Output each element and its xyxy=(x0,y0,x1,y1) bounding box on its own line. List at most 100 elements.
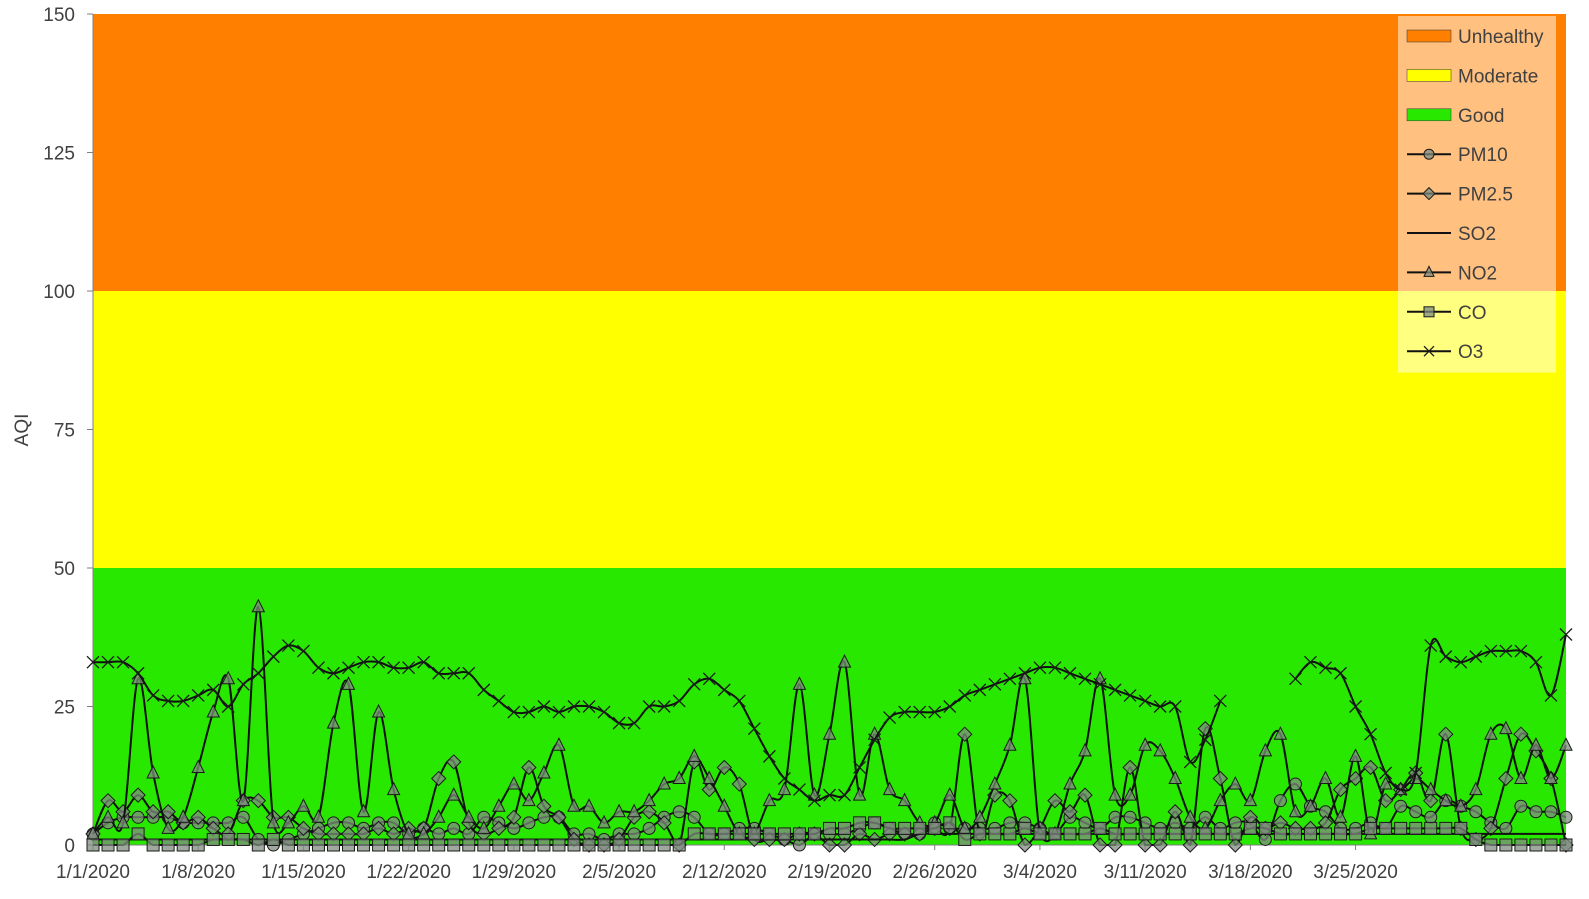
legend-swatch-good xyxy=(1406,108,1452,122)
data-point-pm2-5 xyxy=(1002,792,1018,809)
legend: Unhealthy Moderate Good PM10 PM2.5 SO2 NO2 CO O3 xyxy=(1398,16,1556,373)
data-point-no2 xyxy=(882,781,897,796)
data-point-o3 xyxy=(1334,666,1347,680)
data-point-co xyxy=(928,821,942,835)
data-point-o3 xyxy=(1484,644,1498,658)
data-point-no2 xyxy=(1453,798,1468,812)
data-point-pm10 xyxy=(1078,816,1092,830)
data-point-co xyxy=(898,821,912,835)
data-point-o3 xyxy=(792,783,806,797)
data-point-pm2-5 xyxy=(491,820,507,837)
data-point-no2 xyxy=(1559,737,1573,751)
data-point-co xyxy=(296,838,310,852)
data-point-pm2-5 xyxy=(551,809,567,826)
data-point-o3 xyxy=(327,666,340,680)
data-point-co xyxy=(1409,821,1423,835)
data-point-o3 xyxy=(1033,661,1047,675)
data-point-pm10 xyxy=(1424,810,1438,824)
band-moderate xyxy=(93,291,1566,568)
data-point-pm2-5 xyxy=(1513,726,1529,742)
data-point-no2 xyxy=(1108,787,1122,801)
data-point-pm2-5 xyxy=(851,826,868,842)
data-point-pm10 xyxy=(131,810,145,824)
data-point-pm2-5 xyxy=(295,820,312,837)
data-point-no2 xyxy=(1499,720,1513,735)
data-point-co xyxy=(1063,827,1077,841)
legend-label-pm2-5: PM2.5 xyxy=(1458,185,1513,206)
data-point-o3 xyxy=(221,700,235,713)
data-point-o3 xyxy=(1123,688,1137,702)
data-point-no2 xyxy=(942,787,957,801)
data-point-pm2-5 xyxy=(250,792,267,809)
data-point-pm2-5 xyxy=(370,820,387,837)
data-point-co xyxy=(642,838,656,852)
data-point-o3 xyxy=(1198,733,1212,747)
data-point-o3 xyxy=(552,705,566,719)
series-o3 xyxy=(86,628,1573,808)
data-point-pm2-5 xyxy=(1362,759,1379,776)
data-point-pm2-5 xyxy=(1062,804,1078,820)
data-point-no2 xyxy=(296,798,311,812)
data-point-o3 xyxy=(251,666,265,680)
data-point-co xyxy=(792,827,806,841)
data-point-o3 xyxy=(1559,628,1573,641)
data-point-no2 xyxy=(1348,748,1363,762)
data-point-no2 xyxy=(116,814,130,829)
legend-label-no2: NO2 xyxy=(1458,263,1497,284)
data-point-co xyxy=(1093,821,1107,835)
x-tick-label: 1/22/2020 xyxy=(366,862,451,883)
data-point-co xyxy=(1258,821,1272,835)
data-point-no2 xyxy=(672,770,687,785)
data-point-pm2-5 xyxy=(1047,792,1063,809)
data-point-co xyxy=(1529,838,1543,852)
data-point-co xyxy=(777,827,791,841)
data-point-no2 xyxy=(642,792,656,807)
data-point-o3 xyxy=(883,711,897,725)
y-tick-label: 100 xyxy=(43,282,75,303)
x-tick-label: 2/26/2020 xyxy=(892,862,977,883)
y-tick-label: 125 xyxy=(43,144,75,165)
data-point-no2 xyxy=(657,775,671,790)
data-point-co xyxy=(417,838,431,852)
data-point-o3 xyxy=(973,683,987,697)
data-point-co xyxy=(1469,832,1483,846)
data-point-co xyxy=(747,827,761,841)
x-tick-label: 1/15/2020 xyxy=(261,862,346,883)
data-point-no2 xyxy=(988,775,1002,790)
data-point-pm10 xyxy=(1544,805,1558,819)
data-point-o3 xyxy=(116,655,130,669)
data-point-pm2-5 xyxy=(506,809,522,826)
data-point-o3 xyxy=(672,694,686,708)
data-point-co xyxy=(823,821,836,835)
data-point-pm2-5 xyxy=(1483,820,1499,837)
data-point-o3 xyxy=(1409,766,1423,780)
data-point-o3 xyxy=(928,705,942,719)
data-point-co xyxy=(1424,821,1438,835)
data-point-co xyxy=(146,838,160,852)
data-point-o3 xyxy=(1454,655,1468,669)
x-tick-label: 1/8/2020 xyxy=(161,862,235,883)
x-tick-label: 2/19/2020 xyxy=(787,862,872,883)
data-point-co xyxy=(221,832,235,846)
data-point-no2 xyxy=(522,792,536,807)
data-point-pm10 xyxy=(687,810,701,824)
data-point-no2 xyxy=(627,803,641,818)
data-point-no2 xyxy=(492,798,506,812)
data-point-co xyxy=(913,821,927,835)
data-point-co xyxy=(1243,821,1257,835)
data-point-no2 xyxy=(1544,770,1558,785)
data-point-no2 xyxy=(1018,670,1032,685)
x-tick-label: 3/11/2020 xyxy=(1104,862,1187,883)
data-point-co xyxy=(597,838,611,852)
data-point-o3 xyxy=(717,683,731,697)
legend-label-unhealthy: Unhealthy xyxy=(1458,27,1544,48)
data-point-co xyxy=(1033,827,1047,841)
data-point-co xyxy=(1003,827,1017,841)
data-point-co xyxy=(1349,827,1363,841)
data-point-o3 xyxy=(687,677,701,691)
data-point-o3 xyxy=(1003,672,1017,686)
legend-swatch-unhealthy xyxy=(1406,29,1452,43)
data-point-o3 xyxy=(131,666,145,680)
legend-label-good: Good xyxy=(1458,106,1504,127)
